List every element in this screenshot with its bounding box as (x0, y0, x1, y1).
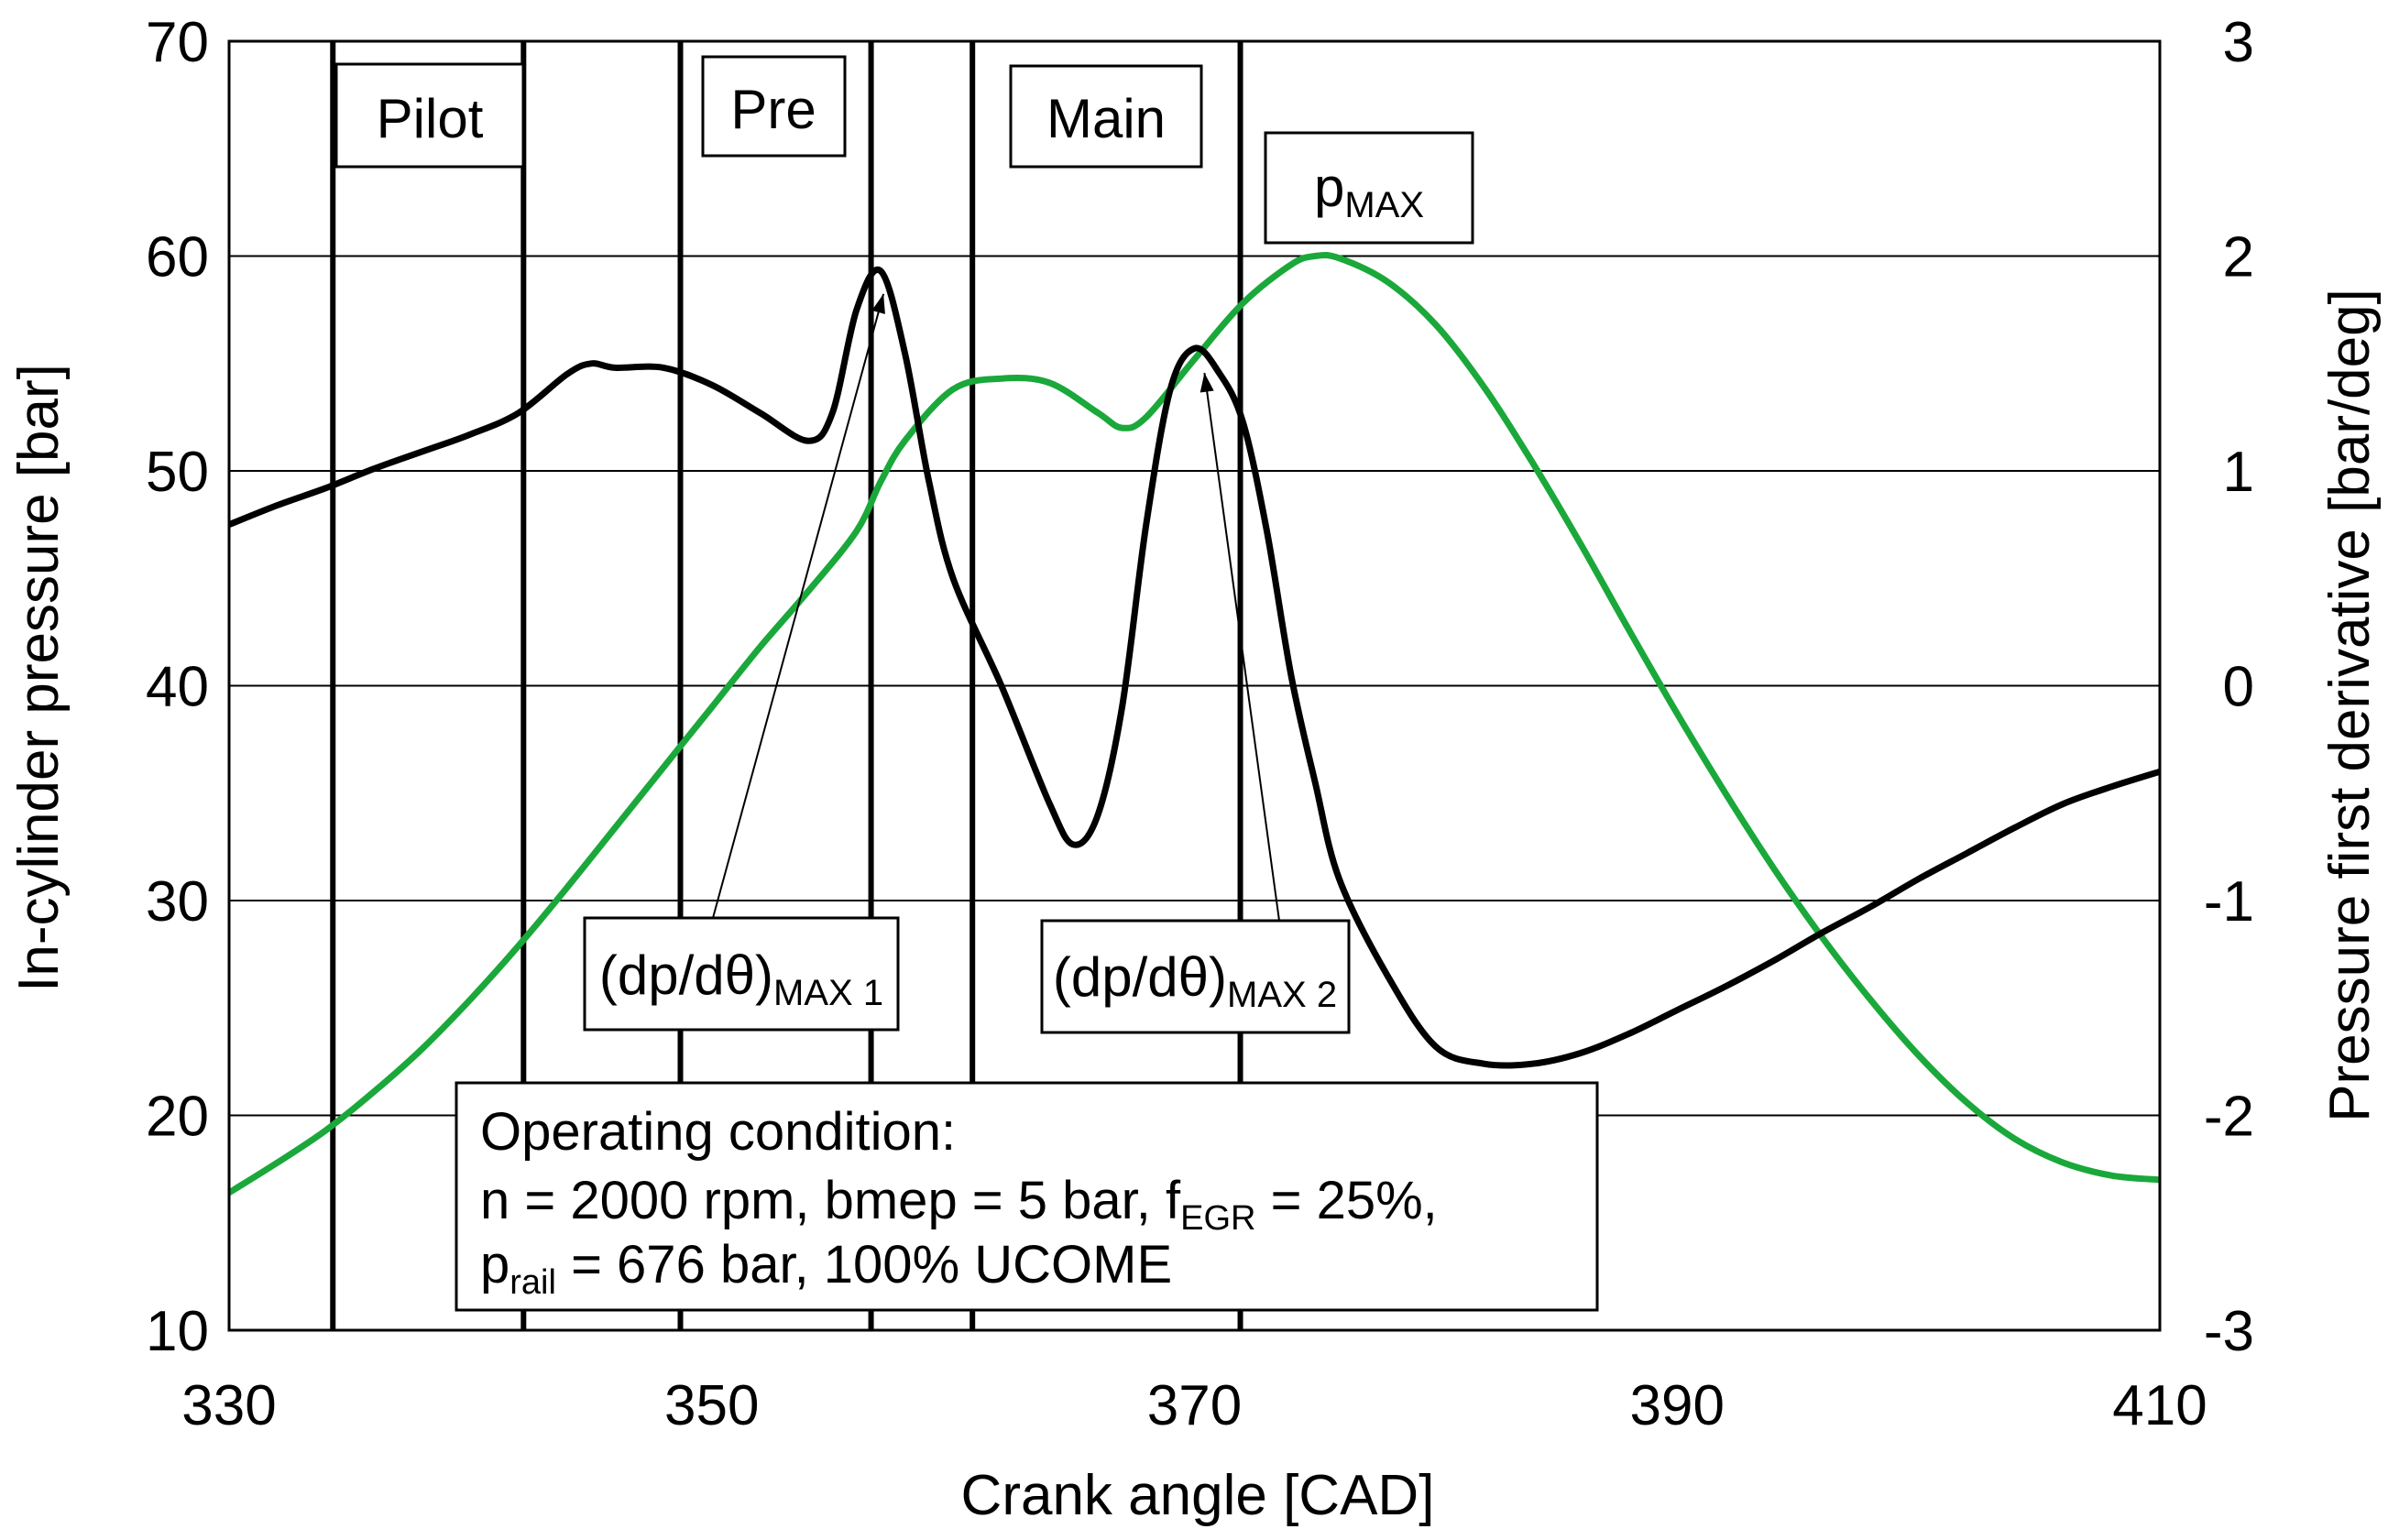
label-box-pmax: pMAX (1264, 131, 1474, 245)
x-tick-label: 370 (1147, 1374, 1242, 1437)
annotation-arrows (712, 293, 1280, 922)
label-dpmax1: (dp/dθ)MAX 1 (599, 945, 883, 1013)
dpmax1-arrow-line (712, 293, 885, 919)
series-line-derivative (227, 266, 2162, 1069)
series-line-pressure (227, 251, 2161, 1196)
operating-condition-line2: n = 2000 rpm, bmep = 5 bar, fEGR = 25%, (480, 1171, 1438, 1238)
label-pilot: Pilot (377, 88, 484, 149)
label-pre: Pre (730, 79, 816, 140)
operating-condition-line3: prail = 676 bar, 100% UCOME (480, 1235, 1172, 1302)
y-right-tick-label: 1 (2223, 441, 2254, 504)
y-left-tick-label: 10 (146, 1300, 209, 1363)
x-tick-label: 330 (181, 1374, 276, 1437)
dpmax2-arrow-line (1203, 372, 1280, 922)
y-left-tick-label: 30 (146, 870, 209, 934)
y-right-tick-label: 0 (2223, 656, 2254, 719)
x-tick-label: 390 (1630, 1374, 1725, 1437)
plot-frame (227, 39, 2162, 1332)
y-axis-left-ticks: 10 20 30 40 50 60 70 (146, 11, 209, 1363)
y-axis-right-title: Pressure first derivative [bar/deg] (2318, 289, 2382, 1122)
y-left-tick-label: 70 (146, 11, 209, 74)
label-box-main: Main (1009, 64, 1203, 169)
y-right-tick-label: -3 (2204, 1300, 2254, 1363)
y-left-tick-label: 50 (146, 441, 209, 504)
y-right-tick-label: -1 (2204, 870, 2254, 934)
y-right-tick-label: 2 (2223, 226, 2254, 289)
y-right-tick-label: 3 (2223, 11, 2254, 74)
label-box-dpmax2: (dp/dθ)MAX 2 (1040, 919, 1351, 1034)
label-dpmax2: (dp/dθ)MAX 2 (1053, 946, 1337, 1015)
dpmax1-arrow-head (871, 293, 885, 314)
label-box-pilot: Pilot (334, 62, 525, 169)
dpmax2-arrow-head (1199, 373, 1214, 393)
y-axis-right-ticks: -3 -2 -1 0 1 2 3 (2204, 11, 2254, 1363)
label-main: Main (1046, 88, 1166, 149)
x-tick-label: 410 (2112, 1374, 2207, 1437)
label-box-dpmax1: (dp/dθ)MAX 1 (583, 916, 900, 1032)
x-axis-title: Crank angle [CAD] (961, 1464, 1435, 1527)
y-left-tick-label: 40 (146, 656, 209, 719)
label-box-pre: Pre (701, 55, 847, 158)
x-axis-ticks: 330 350 370 390 410 (181, 1374, 2207, 1437)
label-pmax: pMAX (1314, 157, 1424, 225)
operating-condition-box: Operating condition: n = 2000 rpm, bmep … (455, 1081, 1599, 1312)
y-left-tick-label: 60 (146, 226, 209, 289)
y-right-tick-label: -2 (2204, 1086, 2254, 1149)
y-axis-left-title: In-cylinder pressure [bar] (7, 364, 71, 992)
y-left-tick-label: 20 (146, 1086, 209, 1149)
x-tick-label: 350 (664, 1374, 759, 1437)
operating-condition-line1: Operating condition: (480, 1102, 956, 1162)
